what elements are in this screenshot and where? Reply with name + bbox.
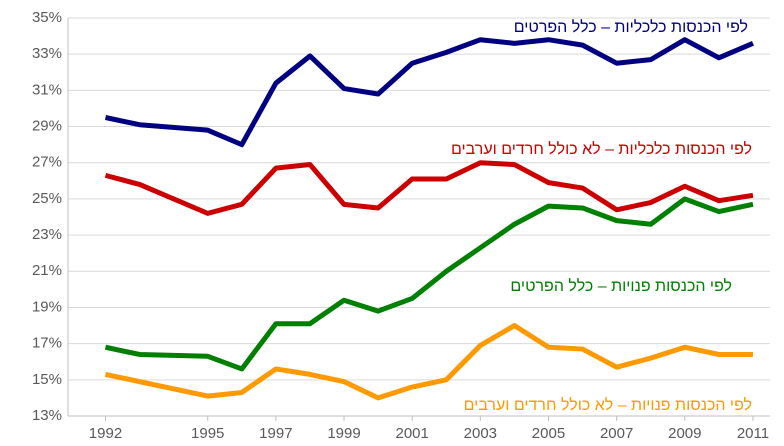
- y-tick-label: 23%: [32, 226, 62, 243]
- y-tick-label: 31%: [32, 81, 62, 98]
- x-tick-label: 1999: [327, 425, 360, 442]
- x-tick-label: 2003: [464, 425, 497, 442]
- series-label: לפי הכנסות כלכליות – לא כולל חרדים וערבי…: [451, 140, 752, 158]
- series-label: לפי הכנסות פנויות – כלל הפרטים: [510, 277, 732, 295]
- y-tick-label: 35%: [32, 9, 62, 26]
- x-tick-label: 2009: [668, 425, 701, 442]
- x-tick-label: 1995: [191, 425, 224, 442]
- x-tick-label: 1997: [259, 425, 292, 442]
- x-tick-label: 2001: [395, 425, 428, 442]
- x-tick-label: 1992: [89, 425, 122, 442]
- y-tick-label: 21%: [32, 262, 62, 279]
- x-tick-label: 2007: [600, 425, 633, 442]
- series-line: [104, 37, 754, 148]
- y-tick-label: 17%: [32, 335, 62, 352]
- y-tick-label: 25%: [32, 190, 62, 207]
- y-tick-label: 29%: [32, 118, 62, 135]
- series-label: לפי הכנסות פנויות – לא כולל חרדים וערבים: [464, 396, 752, 414]
- y-tick-label: 27%: [32, 154, 62, 171]
- series-line: [104, 323, 753, 401]
- y-tick-label: 13%: [32, 407, 62, 424]
- y-tick-label: 19%: [32, 298, 62, 315]
- series-line: [104, 196, 754, 372]
- y-tick-label: 33%: [32, 45, 62, 62]
- series-line: [104, 160, 754, 216]
- y-tick-label: 15%: [32, 371, 62, 388]
- x-tick-label: 2011: [737, 425, 769, 442]
- series-label: לפי הכנסות כלכליות – כלל הפרטים: [514, 18, 748, 36]
- x-tick-label: 2005: [532, 425, 565, 442]
